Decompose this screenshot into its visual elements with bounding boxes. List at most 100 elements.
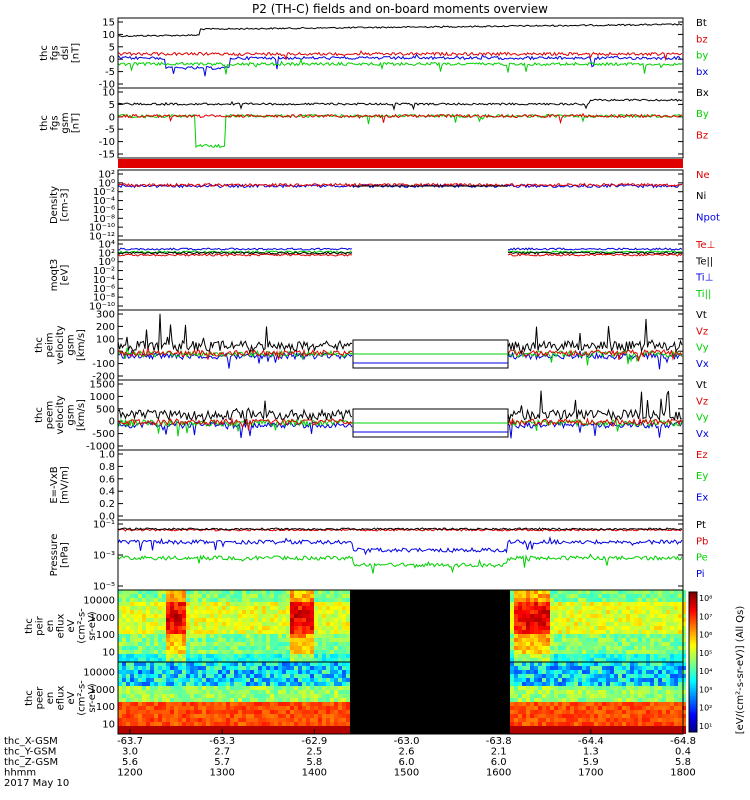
spectrogram-cell — [430, 730, 434, 734]
spectrogram-cell — [578, 638, 582, 642]
spectrogram-cell — [406, 610, 410, 614]
spectrogram-cell — [598, 594, 602, 598]
spectrogram-cell — [482, 642, 486, 646]
spectrogram-cell — [242, 706, 246, 710]
spectrogram-cell — [458, 726, 462, 730]
spectrogram-cell — [462, 730, 466, 734]
spectrogram-cell — [118, 714, 122, 718]
spectrogram-cell — [422, 726, 426, 730]
spectrogram-cell — [510, 722, 514, 726]
y-tick-label: 0.0 — [99, 512, 115, 523]
spectrogram-cell — [162, 598, 166, 602]
spectrogram-cell — [134, 650, 138, 654]
spectrogram-cell — [142, 646, 146, 650]
spectrogram-cell — [494, 598, 498, 602]
spectrogram-cell — [402, 674, 406, 678]
spectrogram-cell — [646, 658, 650, 662]
spectrogram-cell — [254, 730, 258, 734]
spectrogram-cell — [262, 670, 266, 674]
spectrogram-cell — [478, 678, 482, 682]
spectrogram-cell — [406, 662, 410, 666]
spectrogram-cell — [442, 714, 446, 718]
spectrogram-cell — [390, 682, 394, 686]
spectrogram-cell — [150, 690, 154, 694]
spectrogram-cell — [366, 622, 370, 626]
spectrogram-cell — [414, 730, 418, 734]
spectrogram-cell — [246, 662, 250, 666]
spectrogram-cell — [534, 610, 538, 614]
spectrogram-cell — [646, 630, 650, 634]
spectrogram-cell — [546, 670, 550, 674]
spectrogram-cell — [246, 590, 250, 594]
spectrogram-cell — [422, 610, 426, 614]
spectrogram-cell — [674, 594, 678, 598]
spectrogram-cell — [298, 730, 302, 734]
spectrogram-cell — [462, 698, 466, 702]
spectrogram-cell — [230, 610, 234, 614]
spectrogram-cell — [522, 718, 526, 722]
spectrogram-cell — [594, 654, 598, 658]
spectrogram-cell — [266, 714, 270, 718]
spectrogram-cell — [682, 654, 686, 658]
spectrogram-cell — [638, 610, 642, 614]
spectrogram-cell — [214, 662, 218, 666]
spectrogram-cell — [234, 662, 238, 666]
spectrogram-cell — [662, 614, 666, 618]
spectrogram-cell — [650, 626, 654, 630]
spectrogram-cell — [218, 658, 222, 662]
spectrogram-cell — [394, 622, 398, 626]
spectrogram-cell — [554, 698, 558, 702]
spectrogram-cell — [138, 618, 142, 622]
spectrogram-cell — [558, 666, 562, 670]
spectrogram-cell — [482, 666, 486, 670]
spectrogram-cell — [262, 650, 266, 654]
spectrogram-cell — [130, 618, 134, 622]
spectrogram-cell — [142, 610, 146, 614]
spectrogram-cell — [498, 658, 502, 662]
spectrogram-cell — [490, 602, 494, 606]
spectrogram-cell — [546, 610, 550, 614]
spectrogram-cell — [462, 686, 466, 690]
spectrogram-cell — [542, 730, 546, 734]
spectrogram-cell — [646, 634, 650, 638]
spectrogram-cell — [290, 686, 294, 690]
spectrogram-cell — [478, 594, 482, 598]
spectrogram-cell — [582, 722, 586, 726]
spectrogram-cell — [326, 670, 330, 674]
spectrogram-cell — [410, 634, 414, 638]
spectrogram-cell — [302, 646, 306, 650]
spectrogram-cell — [602, 594, 606, 598]
spectrogram-cell — [138, 666, 142, 670]
spectrogram-cell — [446, 694, 450, 698]
spectrogram-cell — [534, 714, 538, 718]
spectrogram-cell — [182, 702, 186, 706]
spectrogram-cell — [174, 702, 178, 706]
spectrogram-cell — [366, 662, 370, 666]
spectrogram-cell — [346, 682, 350, 686]
spectrogram-cell — [326, 642, 330, 646]
spectrogram-cell — [390, 638, 394, 642]
spectrogram-cell — [234, 670, 238, 674]
spectrogram-cell — [130, 658, 134, 662]
spectrogram-cell — [434, 710, 438, 714]
y-axis-label-line: [cm-3] — [60, 188, 71, 221]
spectrogram-cell — [650, 590, 654, 594]
spectrogram-cell — [410, 650, 414, 654]
spectrogram-cell — [250, 594, 254, 598]
spectrogram-cell — [234, 590, 238, 594]
spectrogram-cell — [322, 670, 326, 674]
spectrogram-cell — [414, 630, 418, 634]
spectrogram-cell — [506, 702, 510, 706]
spectrogram-cell — [150, 694, 154, 698]
spectrogram-cell — [166, 598, 170, 602]
spectrogram-cell — [334, 706, 338, 710]
spectrogram-cell — [626, 650, 630, 654]
spectrogram-cell — [526, 670, 530, 674]
spectrogram-cell — [302, 614, 306, 618]
y-axis-label-line: thc — [39, 115, 50, 131]
spectrogram-cell — [382, 694, 386, 698]
spectrogram-cell — [406, 694, 410, 698]
spectrogram-cell — [134, 590, 138, 594]
spectrogram-cell — [502, 722, 506, 726]
spectrogram-cell — [670, 654, 674, 658]
